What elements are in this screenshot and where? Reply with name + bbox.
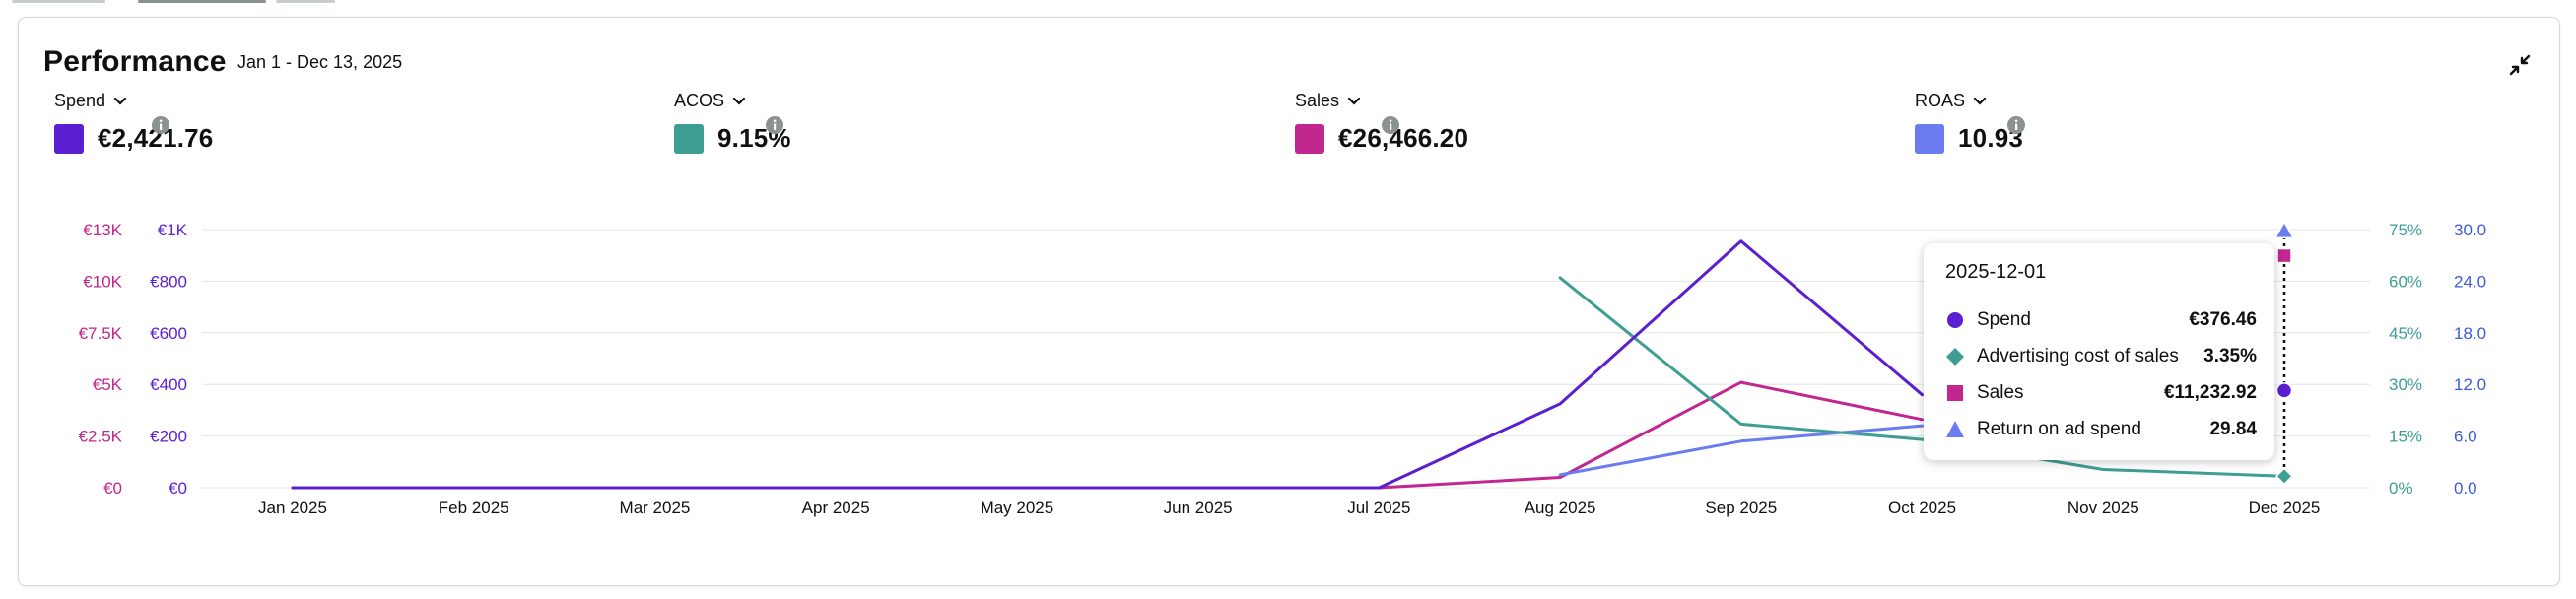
roas-axis-tick-label: 18.0: [2454, 324, 2486, 343]
metric-roas: ROAS 10.93: [1915, 91, 2309, 179]
series-line-advertising-cost-of-sales: [1558, 276, 2286, 478]
chevron-down-icon: [1973, 97, 1987, 105]
tooltip-date: 2025-12-01: [1945, 261, 2047, 283]
spend-axis-tick-label: €0: [169, 479, 187, 498]
chevron-down-icon: [732, 97, 746, 105]
x-axis-tick-label: Dec 2025: [2249, 499, 2321, 517]
info-icon[interactable]: [2006, 115, 2026, 135]
tooltip-row-acos: Advertising cost of sales 3.35%: [1945, 343, 2257, 370]
acos-axis-tick-label: 15%: [2389, 428, 2422, 446]
x-axis-tick-label: Mar 2025: [620, 499, 691, 517]
metric-selector-spend[interactable]: Spend: [54, 91, 129, 111]
metric-sales: Sales €26,466.20: [1295, 91, 1689, 179]
series-line-spend: [291, 239, 1924, 490]
metric-label: Sales: [1295, 91, 1340, 110]
tooltip-row-roas: Return on ad spend 29.84: [1945, 416, 2257, 443]
tooltip-value: 29.84: [2209, 419, 2257, 439]
acos-axis-tick-label: 45%: [2389, 324, 2422, 343]
acos-axis-tick-label: 0%: [2389, 479, 2413, 498]
color-swatch: [674, 123, 704, 154]
x-axis-tick-label: Nov 2025: [2068, 499, 2139, 517]
acos-axis-tick-label: 30%: [2389, 375, 2422, 394]
tooltip-row-spend: Spend €376.46: [1945, 306, 2257, 334]
metric-label: ROAS: [1915, 91, 1966, 110]
tooltip-label: Advertising cost of sales: [1977, 346, 2179, 366]
spend-axis-tick-label: €600: [150, 324, 187, 343]
x-axis-tick-label: May 2025: [981, 499, 1054, 517]
metric-spend: Spend €2,421.76: [54, 91, 448, 179]
collapse-arrows-icon[interactable]: [2504, 49, 2536, 81]
info-icon[interactable]: [765, 115, 784, 135]
tooltip-value: 3.35%: [2203, 346, 2257, 366]
series-line-sales: [291, 380, 1924, 490]
spend-axis-tick-label: €200: [150, 428, 187, 446]
sales-point-marker: [2276, 247, 2292, 264]
x-axis-tick-label: Jan 2025: [258, 499, 327, 517]
sales-axis-tick-label: €7.5K: [79, 324, 123, 343]
metric-acos: ACOS 9.15%: [674, 91, 1068, 179]
metric-value: €26,466.20: [1338, 123, 1469, 153]
roas-axis-tick-label: 24.0: [2454, 272, 2486, 291]
roas-axis-tick-label: 0.0: [2454, 479, 2477, 498]
x-axis-tick-label: Aug 2025: [1525, 499, 1596, 517]
tooltip-row-sales: Sales €11,232.92: [1945, 379, 2257, 407]
roas-axis-tick-label: 30.0: [2454, 221, 2486, 239]
spend-point-marker: [2275, 382, 2293, 399]
roas-axis-tick-label: 12.0: [2454, 375, 2486, 394]
sales-axis-tick-label: €2.5K: [79, 428, 123, 446]
metric-selector-roas[interactable]: ROAS: [1915, 91, 1989, 111]
series-line-return-on-ad-spend: [1558, 424, 1924, 477]
x-axis-tick-label: Apr 2025: [802, 499, 870, 517]
metric-label: ACOS: [674, 91, 725, 110]
tooltip-value: €11,232.92: [2163, 382, 2257, 403]
sales-axis-tick-label: €5K: [93, 375, 123, 394]
x-axis-tick-label: Oct 2025: [1888, 499, 1956, 517]
info-icon[interactable]: [1381, 115, 1400, 135]
tooltip-label: Sales: [1977, 382, 2024, 403]
circle-marker-icon: [1945, 310, 1965, 330]
spend-axis-tick-label: €800: [150, 272, 187, 291]
chart-tooltip: 2025-12-01 Spend €376.46 Advertising cos…: [1924, 243, 2274, 460]
metric-label: Spend: [54, 91, 106, 110]
tooltip-value: €376.46: [2189, 309, 2257, 330]
roas-axis-tick-label: 6.0: [2454, 428, 2477, 446]
diamond-marker-icon: [1945, 347, 1965, 366]
x-axis-tick-label: Feb 2025: [439, 499, 509, 517]
x-axis-tick-label: Jun 2025: [1164, 499, 1233, 517]
tooltip-label: Return on ad spend: [1977, 419, 2141, 439]
metric-selector-sales[interactable]: Sales: [1295, 91, 1363, 111]
acos-axis-tick-label: 75%: [2389, 221, 2422, 239]
chevron-down-icon: [1347, 97, 1361, 105]
color-swatch: [1295, 123, 1324, 154]
tooltip-label: Spend: [1977, 309, 2031, 330]
spend-axis-tick-label: €400: [150, 375, 187, 394]
square-marker-icon: [1945, 383, 1965, 403]
metric-selector-acos[interactable]: ACOS: [674, 91, 748, 111]
sales-axis-tick-label: €13K: [83, 221, 122, 239]
chevron-down-icon: [113, 97, 127, 105]
color-swatch: [1915, 123, 1944, 154]
acos-axis-tick-label: 60%: [2389, 272, 2422, 291]
date-range: Jan 1 - Dec 13, 2025: [237, 52, 403, 72]
x-axis-tick-label: Jul 2025: [1347, 499, 1410, 517]
top-strip: [0, 0, 2576, 8]
page-title: Performance: [43, 45, 227, 78]
color-swatch: [54, 123, 84, 154]
acos-point-marker: [2274, 467, 2294, 486]
x-axis-tick-label: Sep 2025: [1705, 499, 1777, 517]
spend-axis-tick-label: €1K: [158, 221, 188, 239]
sales-axis-tick-label: €0: [103, 479, 122, 498]
sales-axis-tick-label: €10K: [83, 272, 122, 291]
triangle-marker-icon: [1945, 420, 1965, 439]
info-icon[interactable]: [151, 115, 170, 135]
roas-point-marker: [2273, 220, 2295, 239]
